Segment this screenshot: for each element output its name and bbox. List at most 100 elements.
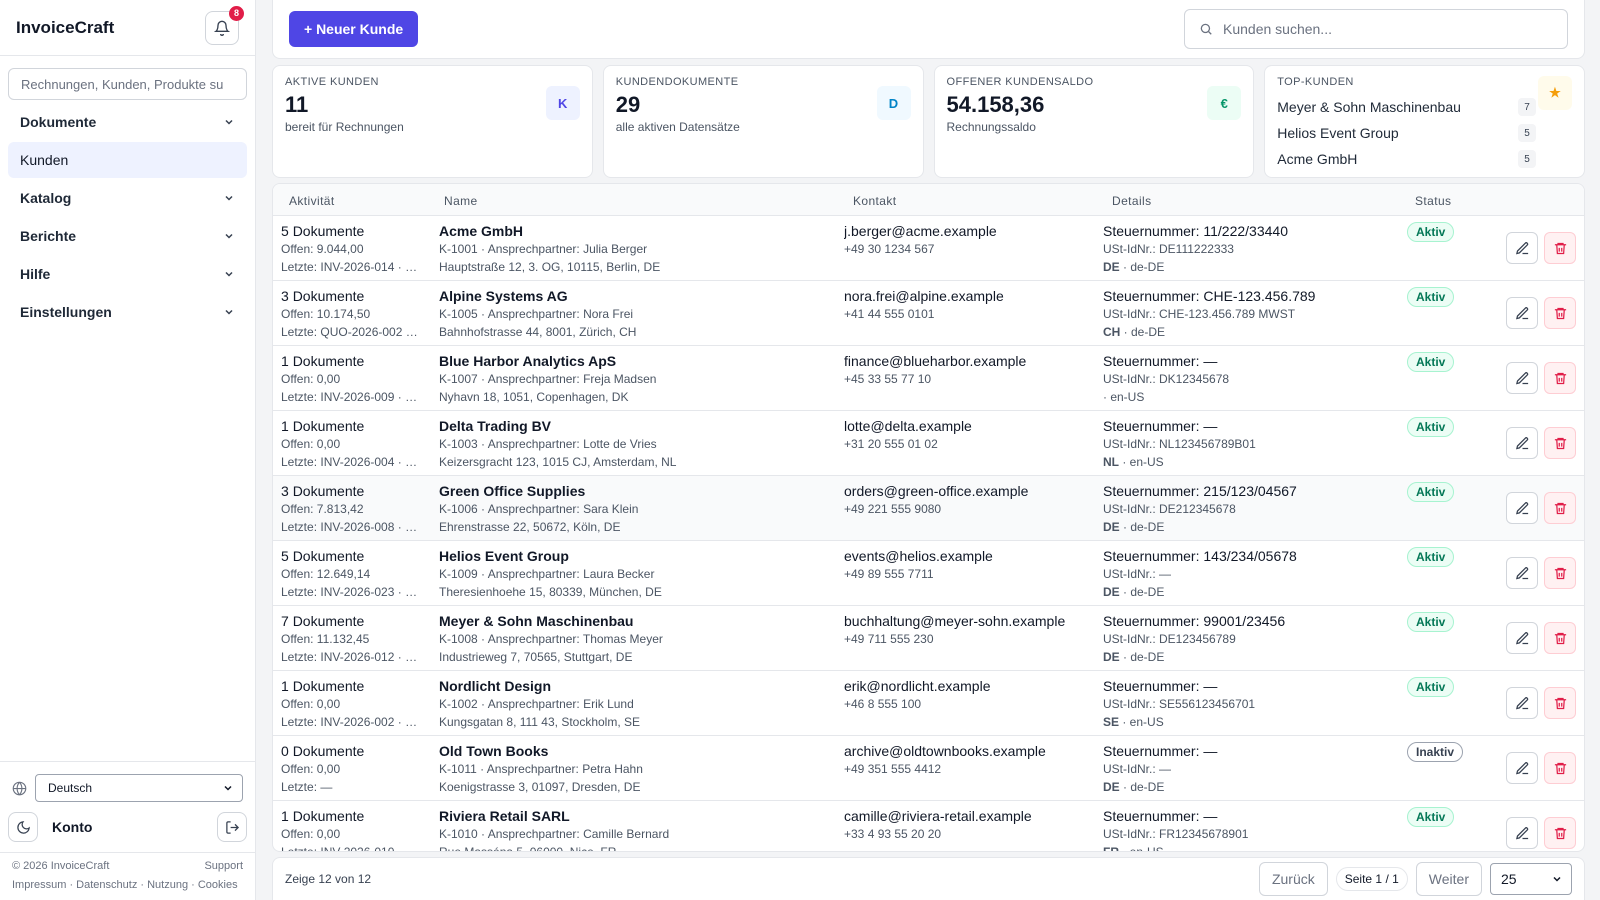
col-contact[interactable]: Kontakt [853,194,897,208]
table-row[interactable]: 5 Dokumente Offen: 9.044,00 Letzte: INV-20… [273,216,1584,281]
sidebar-item-hilfe[interactable]: Hilfe [8,256,247,292]
table-row[interactable]: 5 Dokumente Offen: 12.649,14 Letzte: INV-2… [273,541,1584,606]
customer-name[interactable]: Helios Event Group [439,548,569,564]
customer-email[interactable]: orders@green-office.example [844,483,1029,499]
sidebar-footer: © 2026 InvoiceCraft Support Impressum · … [0,852,255,892]
table-row[interactable]: 3 Dokumente Offen: 10.174,50 Letzte: QUO-2… [273,281,1584,346]
table-row[interactable]: 1 Dokumente Offen: 0,00 Letzte: INV-2026-0… [273,671,1584,736]
locale: · de-DE [1119,260,1165,274]
edit-button[interactable] [1506,362,1538,394]
edit-button[interactable] [1506,232,1538,264]
sidebar-item-einstellungen[interactable]: Einstellungen [8,294,247,330]
next-page-button[interactable]: Weiter [1415,862,1482,896]
customer-name[interactable]: Alpine Systems AG [439,288,568,304]
prev-page-button[interactable]: Zurück [1258,862,1328,896]
customer-email[interactable]: j.berger@acme.example [844,223,997,239]
customer-email[interactable]: camille@riviera-retail.example [844,808,1032,824]
new-customer-button[interactable]: + Neuer Kunde [289,11,419,47]
customer-name[interactable]: Green Office Supplies [439,483,586,499]
delete-button[interactable] [1544,492,1576,524]
row-actions [1506,297,1576,329]
customer-search-input[interactable]: Kunden suchen... [1184,9,1568,49]
sidebar-item-kunden[interactable]: Kunden [8,142,247,178]
top-customer-item[interactable]: Helios Event Group 5 [1277,120,1572,146]
page-size-select[interactable]: 25 [1490,863,1572,895]
table-row[interactable]: 3 Dokumente Offen: 7.813,42 Letzte: INV-20… [273,476,1584,541]
top-customer-item[interactable]: Acme GmbH 5 [1277,146,1572,172]
customer-email[interactable]: events@helios.example [844,548,993,564]
customer-name[interactable]: Blue Harbor Analytics ApS [439,353,617,369]
legal-links[interactable]: Impressum · Datenschutz · Nutzung · Cook… [12,879,238,891]
locale: · de-DE [1119,520,1165,534]
sidebar-item-label: Katalog [20,190,72,206]
row-actions [1506,362,1576,394]
customer-email[interactable]: buchhaltung@meyer-sohn.example [844,613,1066,629]
open-balance: Offen: 0,00 [281,697,341,711]
locale: · en-US [1119,455,1164,469]
activity-cell: 1 Dokumente Offen: 0,00 Letzte: INV-2026-0… [281,677,421,731]
theme-toggle-button[interactable] [8,812,38,842]
star-icon: ★ [1538,76,1572,110]
customer-name[interactable]: Old Town Books [439,743,549,759]
global-search-input[interactable]: Rechnungen, Kunden, Produkte su [8,68,247,100]
customer-email[interactable]: nora.frei@alpine.example [844,288,1004,304]
customer-name[interactable]: Acme GmbH [439,223,524,239]
sidebar-item-label: Einstellungen [20,304,112,320]
contact-cell: nora.frei@alpine.example +41 44 555 0101 [844,287,1094,323]
customer-email[interactable]: finance@blueharbor.example [844,353,1027,369]
edit-button[interactable] [1506,817,1538,849]
customer-name[interactable]: Meyer & Sohn Maschinenbau [439,613,634,629]
page-size-value: 25 [1501,871,1517,887]
locale: · en-US [1103,390,1145,404]
top-customer-item[interactable]: Meyer & Sohn Maschinenbau 7 [1277,94,1572,120]
row-actions [1506,232,1576,264]
account-link[interactable]: Konto [52,819,93,835]
delete-button[interactable] [1544,362,1576,394]
col-name[interactable]: Name [444,194,478,208]
table-row[interactable]: 0 Dokumente Offen: 0,00 Letzte: — Old Town … [273,736,1584,801]
sidebar-item-katalog[interactable]: Katalog [8,180,247,216]
stat-label: Kundendokumente [615,76,739,88]
support-link[interactable]: Support [204,860,243,872]
edit-button[interactable] [1506,687,1538,719]
customer-email[interactable]: lotte@delta.example [844,418,972,434]
tax-number: Steuernummer: CHE-123.456.789 [1103,288,1316,304]
edit-button[interactable] [1506,427,1538,459]
delete-button[interactable] [1544,687,1576,719]
edit-button[interactable] [1506,492,1538,524]
activity-cell: 0 Dokumente Offen: 0,00 Letzte: — [281,742,421,796]
sidebar-item-berichte[interactable]: Berichte [8,218,247,254]
customer-name[interactable]: Nordlicht Design [439,678,552,694]
delete-button[interactable] [1544,752,1576,784]
tax-number: Steuernummer: — [1103,808,1218,824]
delete-button[interactable] [1544,427,1576,459]
delete-button[interactable] [1544,817,1576,849]
customer-name[interactable]: Riviera Retail SARL [439,808,570,824]
col-status[interactable]: Status [1415,194,1452,208]
edit-button[interactable] [1506,297,1538,329]
col-activity[interactable]: Aktivität [289,194,335,208]
col-details[interactable]: Details [1112,194,1152,208]
edit-button[interactable] [1506,622,1538,654]
customer-email[interactable]: archive@oldtownbooks.example [844,743,1046,759]
customer-email[interactable]: erik@nordlicht.example [844,678,991,694]
delete-button[interactable] [1544,297,1576,329]
delete-button[interactable] [1544,232,1576,264]
logout-button[interactable] [217,812,247,842]
vat-id: USt-IdNr.: DE123456789 [1103,632,1236,646]
notifications-button[interactable]: 8 [205,5,244,45]
delete-button[interactable] [1544,557,1576,589]
edit-button[interactable] [1506,557,1538,589]
table-row[interactable]: 1 Dokumente Offen: 0,00 Letzte: INV-2026-0… [273,346,1584,411]
doc-label: Dokumente [292,483,365,499]
delete-button[interactable] [1544,622,1576,654]
customer-name[interactable]: Delta Trading BV [439,418,552,434]
language-select[interactable]: Deutsch [35,774,243,802]
table-row[interactable]: 1 Dokumente Offen: 0,00 Letzte: INV-2026-0… [273,801,1584,851]
edit-button[interactable] [1506,752,1538,784]
country-code: SE [1103,715,1120,729]
doc-count: 0 [281,743,289,759]
sidebar-item-dokumente[interactable]: Dokumente [8,104,247,140]
table-row[interactable]: 7 Dokumente Offen: 11.132,45 Letzte: INV-2… [273,606,1584,671]
table-row[interactable]: 1 Dokumente Offen: 0,00 Letzte: INV-2026-0… [273,411,1584,476]
